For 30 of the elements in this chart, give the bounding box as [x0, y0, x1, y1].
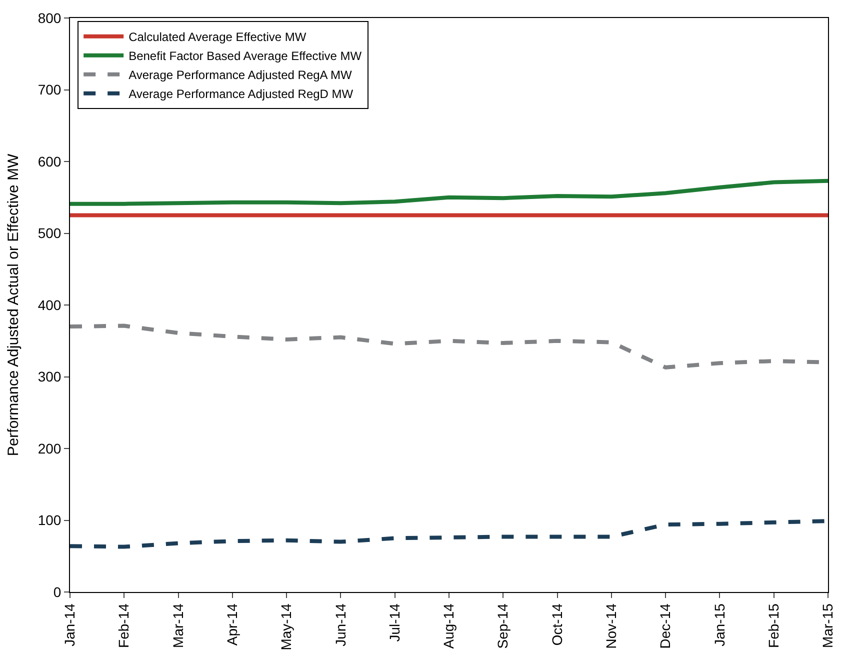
x-tick-label: Mar-15 — [820, 603, 836, 648]
x-tick-label: Oct-14 — [548, 603, 565, 646]
line-series — [70, 178, 828, 206]
x-tick-label: Jun-14 — [332, 603, 348, 646]
y-tick-label: 500 — [38, 225, 62, 242]
x-tick-label: Aug-14 — [440, 603, 457, 649]
legend-label: Average Performance Adjusted RegA MW — [128, 68, 352, 82]
x-tick-label: Feb-15 — [765, 603, 782, 648]
x-tick-label: Feb-14 — [116, 603, 132, 648]
x-tick-label: Apr-14 — [224, 603, 240, 646]
x-tick-label: Nov-14 — [602, 603, 619, 649]
y-tick-label: 0 — [53, 584, 62, 600]
y-tick-label: 400 — [38, 296, 62, 313]
y-tick-label: 300 — [38, 368, 62, 385]
x-tick-label: Jan-15 — [711, 603, 728, 646]
legend-label: Calculated Average Effective MW — [128, 30, 307, 44]
y-axis-title: Performance Adjusted Actual or Effective MW — [5, 152, 22, 456]
y-tick-label: 800 — [38, 10, 62, 26]
x-tick-label: Jul-14 — [386, 603, 402, 642]
x-tick-label: Jan-14 — [62, 603, 78, 646]
legend-label: Average Performance Adjusted RegD MW — [128, 87, 354, 102]
y-tick-label: 600 — [38, 153, 62, 170]
x-tick-label: Sep-14 — [494, 603, 511, 649]
y-tick-label: 200 — [38, 440, 62, 456]
legend-label: Benefit Factor Based Average Effective MW — [128, 49, 362, 64]
y-tick-label: 700 — [38, 82, 62, 98]
x-tick-label: Mar-14 — [170, 603, 186, 648]
x-tick-label: Dec-14 — [657, 603, 674, 649]
x-tick-label: May-14 — [278, 603, 294, 650]
y-tick-label: 100 — [38, 512, 62, 528]
